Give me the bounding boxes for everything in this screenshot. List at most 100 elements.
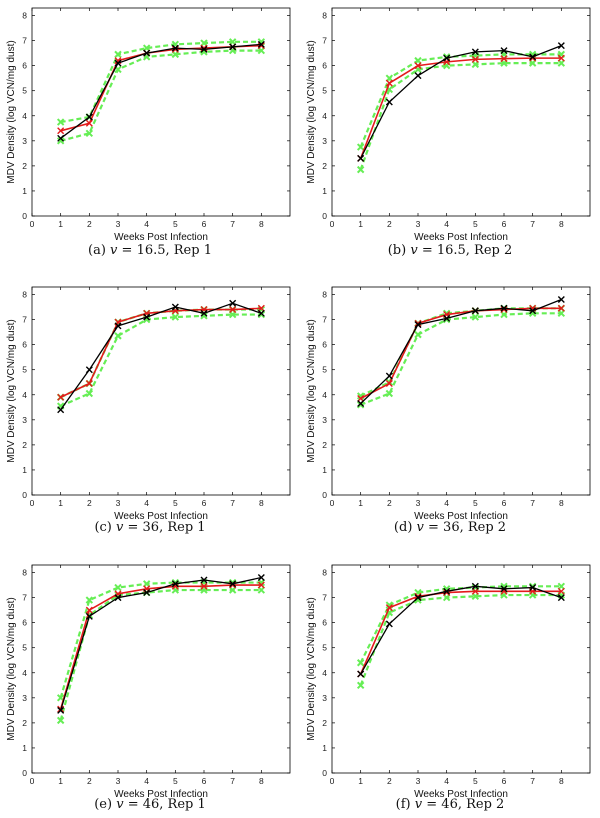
x-tick-label: 5	[173, 498, 178, 508]
x-tick-label: 6	[502, 498, 507, 508]
y-tick-label: 6	[322, 61, 327, 71]
caption-f-prefix: (f)	[395, 797, 411, 812]
x-tick-label: 1	[358, 776, 363, 786]
y-tick-label: 0	[22, 490, 27, 500]
data-point-lower	[171, 50, 180, 59]
y-tick-label: 4	[322, 111, 327, 121]
data-point-lower	[471, 60, 480, 69]
y-tick-label: 3	[322, 136, 327, 146]
caption-d-text: = 36, Rep 2	[423, 520, 507, 535]
y-tick-label: 2	[22, 718, 27, 728]
y-axis-label: MDV Density (log VCN/mg dust)	[6, 319, 17, 462]
data-point-model	[57, 127, 65, 135]
data-point-observed	[414, 72, 422, 80]
data-point-model	[357, 395, 365, 403]
data-point-observed	[385, 98, 393, 106]
y-tick-label: 0	[322, 490, 327, 500]
caption-e-text: = 46, Rep 1	[123, 797, 206, 812]
x-tick-label: 4	[444, 498, 449, 508]
data-point-model	[385, 79, 393, 87]
data-point-model	[85, 606, 93, 614]
x-axis-label: Weeks Post Infection	[414, 789, 508, 800]
x-tick-label: 3	[416, 498, 421, 508]
y-tick-label: 7	[322, 36, 327, 46]
data-point-model	[85, 119, 93, 127]
data-point-model	[57, 393, 65, 401]
caption-e: (e) v = 46, Rep 1	[0, 797, 300, 812]
y-tick-label: 7	[322, 593, 327, 603]
y-tick-label: 2	[22, 161, 27, 171]
series-line-observed	[60, 576, 262, 711]
y-tick-label: 1	[22, 743, 27, 753]
y-tick-label: 5	[22, 365, 27, 375]
chart-panel-b: 0 1 2 3 4 5 6 7 8 0 1 2 3 4 5 6 7 8 Weeks Post Infection MD…	[306, 7, 591, 243]
data-point-model	[557, 304, 565, 312]
data-point-observed	[85, 366, 93, 374]
data-point-model	[471, 587, 479, 595]
data-point-observed	[229, 580, 237, 588]
x-axis-label: Weeks Post Infection	[414, 511, 508, 522]
x-tick-label: 3	[416, 776, 421, 786]
data-point-lower	[56, 137, 65, 145]
caption-f-text: = 46, Rep 2	[422, 797, 505, 812]
data-point-observed	[557, 296, 565, 304]
data-point-upper	[142, 44, 151, 52]
data-point-model	[500, 55, 508, 63]
x-tick-label: 0	[30, 498, 35, 508]
x-tick-label: 5	[173, 219, 178, 229]
y-tick-label: 4	[22, 668, 27, 678]
y-tick-label: 3	[22, 415, 27, 425]
y-tick-label: 0	[22, 211, 27, 221]
x-tick-label: 8	[259, 776, 264, 786]
caption-d-variable: v	[416, 520, 424, 535]
y-tick-label: 4	[322, 668, 327, 678]
data-point-lower	[228, 586, 237, 594]
plot-frame-f	[331, 564, 591, 774]
y-tick-label: 8	[22, 568, 27, 578]
y-tick-label: 2	[322, 718, 327, 728]
y-tick-label: 7	[22, 593, 27, 603]
series-line-model	[359, 57, 562, 159]
x-tick-label: 4	[444, 776, 449, 786]
caption-b-text: = 16.5, Rep 2	[417, 243, 513, 258]
data-point-lower	[356, 401, 365, 409]
data-point-model	[414, 62, 422, 70]
x-tick-label: 3	[116, 776, 121, 786]
y-tick-label: 7	[22, 36, 27, 46]
data-point-observed	[200, 309, 208, 317]
x-tick-label: 4	[144, 498, 149, 508]
y-tick-label: 2	[322, 440, 327, 450]
x-tick-label: 8	[259, 498, 264, 508]
x-tick-label: 0	[330, 219, 335, 229]
x-tick-label: 2	[387, 776, 392, 786]
data-point-upper	[356, 659, 365, 667]
data-point-lower	[385, 389, 394, 398]
data-point-model	[200, 582, 208, 590]
chart-panel-d: 0 1 2 3 4 5 6 7 8 0 1 2 3 4 5 6 7 8 Weeks Post Infection MD…	[306, 286, 591, 522]
x-tick-label: 1	[58, 498, 63, 508]
data-point-observed	[85, 612, 93, 620]
x-tick-label: 0	[330, 776, 335, 786]
data-point-observed	[257, 574, 265, 582]
y-tick-label: 0	[322, 768, 327, 778]
caption-e-prefix: (e)	[94, 797, 113, 812]
plot-frame-b	[331, 7, 591, 217]
series-line-observed	[60, 302, 262, 411]
data-point-observed	[257, 309, 265, 317]
y-tick-label: 1	[322, 186, 327, 196]
data-point-model	[200, 44, 208, 52]
x-tick-label: 4	[144, 776, 149, 786]
data-point-observed	[529, 53, 537, 61]
series-line-upper	[359, 53, 562, 148]
data-point-model	[385, 604, 393, 612]
series-line-lower	[60, 49, 262, 142]
data-point-observed	[471, 307, 479, 315]
chart-panel-f: 0 1 2 3 4 5 6 7 8 0 1 2 3 4 5 6 7 8 Weeks Post Infection MD…	[306, 564, 591, 800]
data-point-observed	[529, 584, 537, 592]
x-tick-label: 2	[87, 219, 92, 229]
data-point-observed	[414, 594, 422, 602]
data-point-model	[385, 379, 393, 387]
y-tick-label: 7	[322, 315, 327, 325]
data-point-observed	[171, 580, 179, 588]
y-tick-label: 8	[22, 290, 27, 300]
